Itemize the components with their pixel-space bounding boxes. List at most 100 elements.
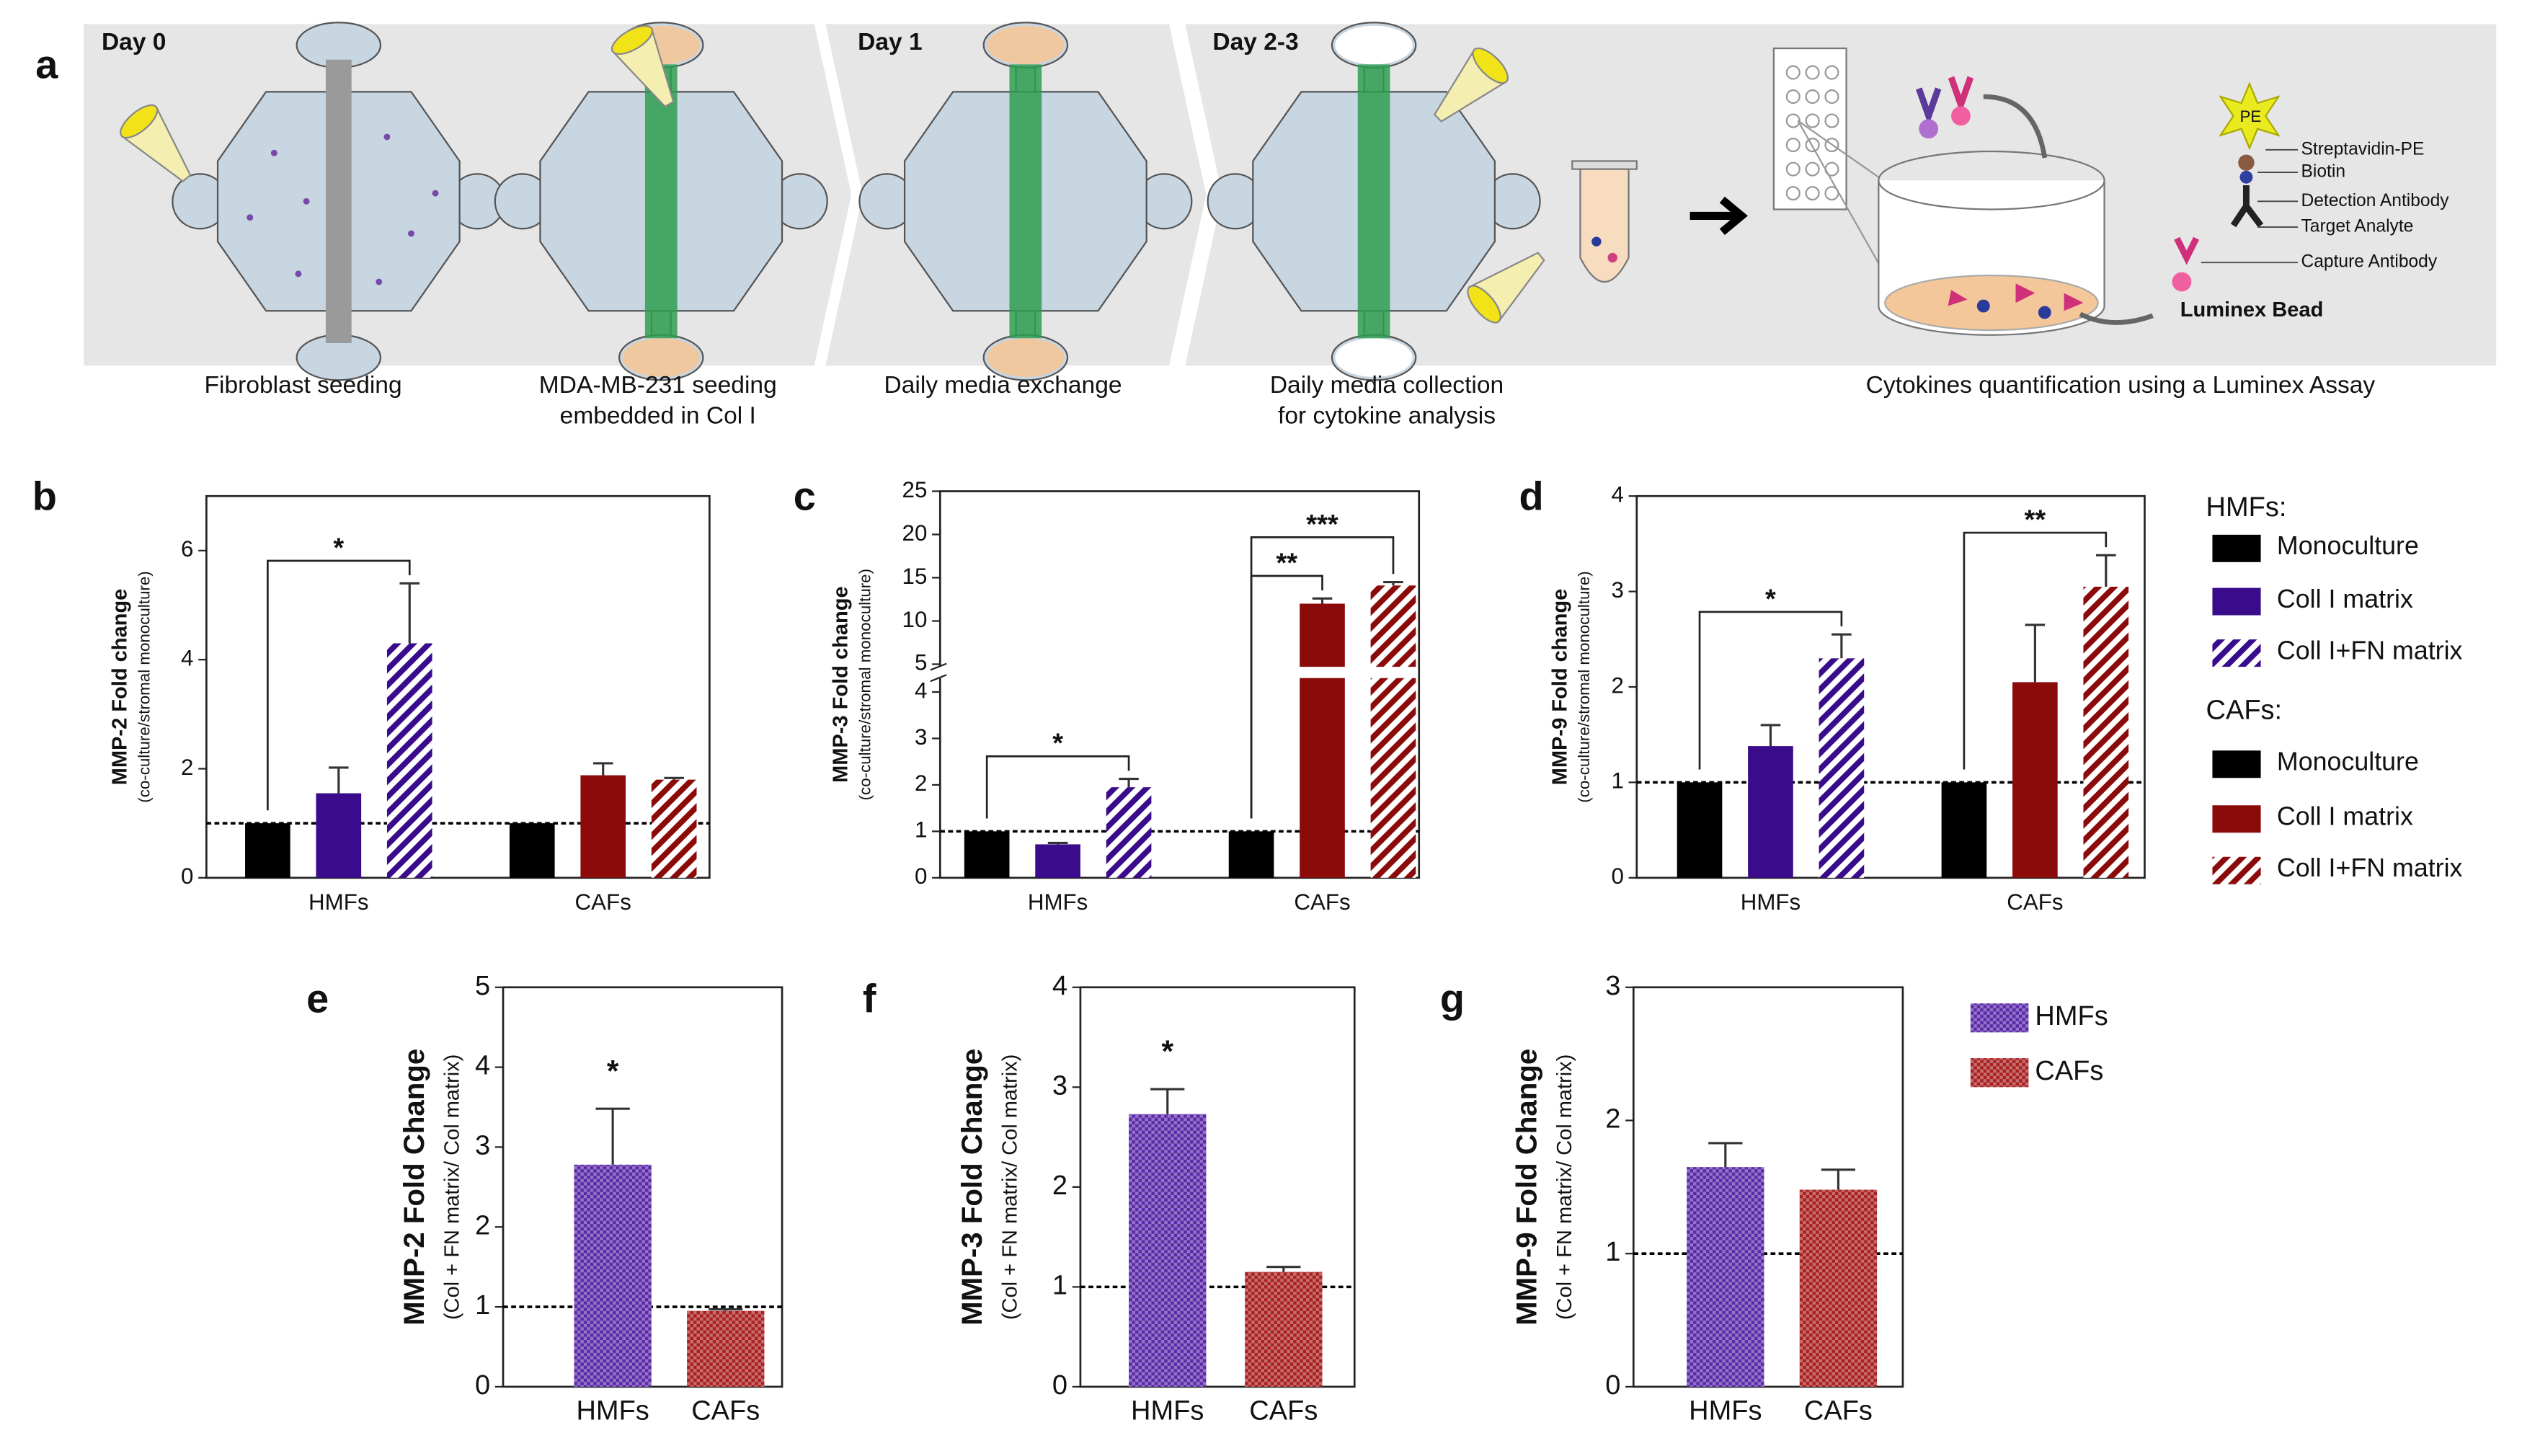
y-axis-label: MMP-9 Fold Change: [1510, 1049, 1542, 1326]
significance-label: **: [1276, 548, 1297, 578]
axis-break-mark: [930, 662, 947, 671]
significance-label: ***: [1306, 510, 1338, 540]
legend-swatch: [1970, 1058, 2029, 1088]
y-axis-label: MMP-2 Fold Change: [398, 1049, 430, 1326]
y-tick-label: 1: [915, 817, 927, 843]
x-tick-label: HMFs: [576, 1396, 649, 1426]
significance-label: *: [1161, 1035, 1173, 1069]
y-tick-label: 5: [915, 650, 927, 675]
legend-label: Coll I+FN matrix: [2277, 636, 2463, 665]
y-tick-label: 3: [1605, 971, 1620, 1001]
y-tick-label: 2: [181, 755, 193, 780]
legend-title: CAFs:: [2206, 696, 2283, 726]
y-tick-label: 25: [902, 477, 928, 502]
panel-label: e: [306, 976, 329, 1021]
error-bar: [595, 1107, 630, 1165]
bar: [245, 823, 290, 878]
y-axis-sublabel: (Col + FN matrix/ Col matrix): [1553, 1055, 1576, 1320]
bar: [580, 775, 626, 878]
bar: [1677, 782, 1723, 878]
plot-frame: [205, 494, 711, 879]
y-tick-label: 15: [902, 564, 928, 589]
assay-label: PE: [2239, 107, 2261, 125]
y-tick-label: 4: [1052, 971, 1067, 1001]
tube: [1571, 160, 1638, 283]
y-axis-sublabel: (co-culture/stromal monoculture): [856, 569, 874, 800]
caption: Daily media exchange: [884, 372, 1122, 399]
significance-bracket: [267, 559, 411, 811]
significance-bracket: [1250, 536, 1395, 819]
error-bar: [1383, 580, 1403, 586]
error-bar: [1047, 841, 1068, 845]
error-bar: [2096, 554, 2116, 587]
error-bar: [1821, 1168, 1856, 1190]
significance-label: *: [1765, 584, 1776, 614]
y-tick-label: 0: [475, 1370, 490, 1400]
chip: [1207, 22, 1541, 381]
bar: [509, 823, 555, 878]
y-tick-label: 10: [902, 607, 928, 632]
panel-label: a: [35, 42, 58, 87]
y-tick-label: 1: [475, 1290, 490, 1320]
y-tick-label: 0: [1052, 1370, 1067, 1400]
assay-label: Detection Antibody: [2301, 191, 2450, 210]
caption: Daily media collection: [1270, 372, 1504, 399]
bar: [574, 1164, 652, 1387]
y-tick-label: 4: [915, 678, 927, 703]
y-tick-label: 1: [1611, 768, 1623, 794]
arrow: [1690, 196, 1748, 236]
caption: Fibroblast seeding: [205, 372, 402, 399]
x-tick-label: CAFs: [2007, 889, 2063, 915]
bar: [316, 793, 362, 878]
legend-label: HMFs: [2035, 1001, 2108, 1031]
legend-swatch: [2212, 750, 2261, 778]
error-bar: [329, 766, 349, 794]
bar: [386, 643, 432, 878]
y-tick-label: 0: [915, 864, 927, 889]
y-axis-sublabel: (co-culture/stromal monoculture): [135, 571, 153, 802]
y-axis-sublabel: (co-culture/stromal monoculture): [1575, 571, 1593, 802]
panel-label: g: [1440, 976, 1465, 1021]
y-tick-label: 20: [902, 520, 928, 546]
y-tick-label: 0: [1611, 864, 1623, 889]
y-tick-label: 4: [475, 1051, 490, 1081]
bar: [2012, 682, 2058, 878]
bar: [964, 831, 1010, 878]
x-tick-label: CAFs: [691, 1396, 760, 1426]
caption: MDA-MB-231 seeding: [539, 372, 777, 399]
y-tick-label: 2: [475, 1210, 490, 1240]
error-bar: [664, 776, 684, 780]
x-tick-label: HMFs: [1131, 1396, 1204, 1426]
x-tick-label: CAFs: [1804, 1396, 1873, 1426]
panel-label: f: [863, 976, 876, 1021]
bar: [687, 1310, 765, 1387]
significance-label: **: [2025, 505, 2046, 535]
error-bar: [399, 582, 420, 644]
y-axis-sublabel: (Col + FN matrix/ Col matrix): [440, 1055, 463, 1320]
axis-break-mark: [930, 674, 947, 683]
legend-title: HMFs:: [2206, 492, 2287, 523]
legend-label: Monoculture: [2277, 531, 2419, 560]
error-bar: [1150, 1088, 1185, 1114]
legend-swatch: [2212, 856, 2261, 884]
y-tick-label: 2: [1611, 672, 1623, 698]
bar: [1106, 787, 1152, 878]
assay-label: Luminex Bead: [2180, 298, 2324, 321]
y-tick-label: 0: [1605, 1370, 1620, 1400]
significance-label: *: [607, 1055, 619, 1088]
legend-label: Coll I matrix: [2277, 585, 2413, 613]
bar-upper: [1300, 603, 1345, 667]
error-bar: [1831, 633, 1852, 659]
error-bar: [709, 1308, 743, 1311]
caption: Cytokines quantification using a Luminex…: [1866, 372, 2376, 399]
significance-bracket: [1963, 531, 2108, 770]
x-tick-label: CAFs: [575, 889, 631, 915]
error-bar: [2025, 623, 2046, 683]
bar: [1687, 1167, 1764, 1387]
y-axis-label: MMP-3 Fold change: [829, 586, 852, 783]
legend-label: CAFs: [2035, 1056, 2103, 1086]
plot-frame: [938, 490, 1421, 879]
y-tick-label: 4: [181, 645, 193, 670]
panel-label: d: [1519, 473, 1543, 518]
